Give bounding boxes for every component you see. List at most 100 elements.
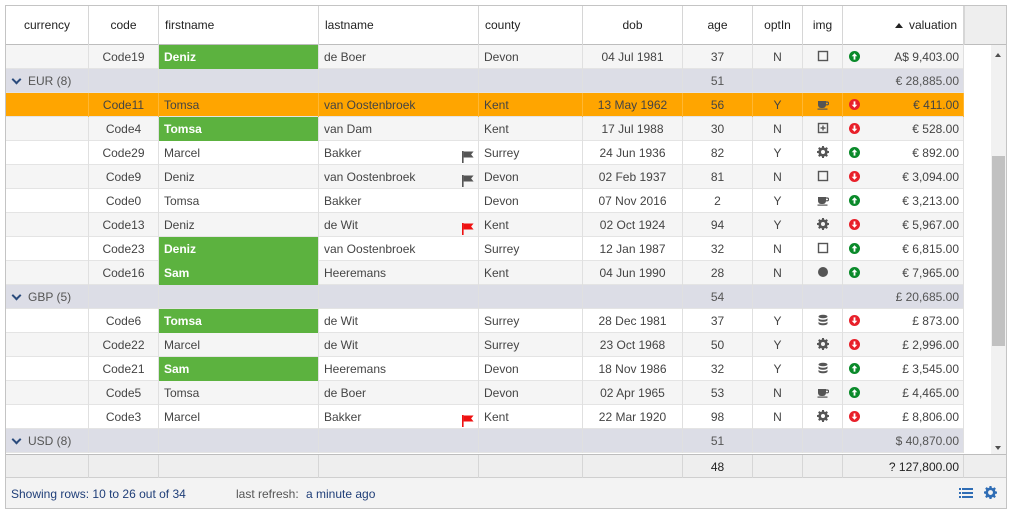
column-header-county[interactable]: county — [479, 6, 583, 45]
cell-code: Code23 — [89, 237, 159, 261]
column-header-firstname[interactable]: firstname — [159, 6, 319, 45]
column-header-row: currency code firstname lastname county dob ag… — [6, 6, 964, 45]
cell-img — [803, 309, 843, 333]
table-row[interactable]: Code21 Sam Heeremans Devon 18 Nov 1986 32 Y £ 3… — [6, 357, 964, 381]
cell-lastname: van Oostenbroek — [319, 237, 479, 261]
cell-age: 32 — [683, 357, 753, 381]
arrow-up-circle-icon — [849, 387, 860, 398]
cell-dob: 17 Jul 1988 — [583, 117, 683, 141]
group-cell-dob — [583, 69, 683, 93]
valuation-value: € 411.00 — [913, 98, 959, 112]
cell-valuation: £ 2,996.00 — [843, 333, 964, 357]
chevron-down-icon[interactable] — [11, 74, 22, 85]
cell-age: 53 — [683, 381, 753, 405]
table-row[interactable]: Code0 Tomsa Bakker Devon 07 Nov 2016 2 Y € 3,21… — [6, 189, 964, 213]
cell-dob: 12 Jan 1987 — [583, 237, 683, 261]
cell-valuation: € 6,815.00 — [843, 237, 964, 261]
group-cell-currency: EUR (8) — [6, 69, 89, 93]
cell-firstname: Sam — [159, 261, 319, 285]
lastname-text: de Wit — [324, 314, 359, 328]
cell-optIn: N — [753, 117, 803, 141]
cell-currency — [6, 165, 89, 189]
cell-img — [803, 189, 843, 213]
table-row[interactable]: Code16 Sam Heeremans Kent 04 Jun 1990 28 N € 7,… — [6, 261, 964, 285]
cell-currency — [6, 381, 89, 405]
group-label: GBP (5) — [28, 290, 72, 304]
column-header-optIn[interactable]: optIn — [753, 6, 803, 45]
cell-lastname: Heeremans — [319, 261, 479, 285]
cell-currency — [6, 117, 89, 141]
scroll-down-icon[interactable] — [995, 446, 1001, 450]
column-header-dob[interactable]: dob — [583, 6, 683, 45]
cell-optIn: Y — [753, 213, 803, 237]
cell-firstname: Marcel — [159, 333, 319, 357]
vertical-scrollbar[interactable] — [991, 45, 1006, 454]
group-row[interactable]: USD (8) 51 $ 40,870.00 — [6, 429, 964, 453]
column-header-age[interactable]: age — [683, 6, 753, 45]
column-header-code[interactable]: code — [89, 6, 159, 45]
cell-dob: 22 Mar 1920 — [583, 405, 683, 429]
group-row[interactable]: GBP (5) 54 £ 20,685.00 — [6, 285, 964, 309]
valuation-value: £ 4,465.00 — [902, 386, 959, 400]
cell-currency — [6, 333, 89, 357]
arrow-up-circle-icon — [849, 267, 860, 278]
cell-code: Code4 — [89, 117, 159, 141]
group-cell-firstname — [159, 69, 319, 93]
table-row[interactable]: Code22 Marcel de Wit Surrey 23 Oct 1968 50 Y £ … — [6, 333, 964, 357]
scrollbar-thumb[interactable] — [992, 156, 1005, 346]
cell-firstname: Deniz — [159, 213, 319, 237]
cell-img — [803, 45, 843, 69]
settings-gear-icon[interactable] — [984, 486, 998, 502]
cell-dob: 02 Oct 1924 — [583, 213, 683, 237]
table-row[interactable]: Code23 Deniz van Oostenbroek Surrey 12 Jan 1… — [6, 237, 964, 261]
table-row[interactable]: Code9 Deniz van Oostenbroek Devon 02 Feb 193… — [6, 165, 964, 189]
column-header-lastname[interactable]: lastname — [319, 6, 479, 45]
coffee-icon — [817, 382, 829, 405]
column-header-currency[interactable]: currency — [6, 6, 89, 45]
chevron-down-icon[interactable] — [11, 290, 22, 301]
cell-currency — [6, 93, 89, 117]
table-row[interactable]: Code5 Tomsa de Boer Devon 02 Apr 1965 53 N £ 4,… — [6, 381, 964, 405]
cell-optIn: N — [753, 261, 803, 285]
cell-firstname: Marcel — [159, 405, 319, 429]
group-row[interactable]: EUR (8) 51 € 28,885.00 — [6, 69, 964, 93]
table-row[interactable]: Code4 Tomsa van Dam Kent 17 Jul 1988 30 N € 528… — [6, 117, 964, 141]
chevron-down-icon[interactable] — [11, 434, 22, 445]
group-cell-code — [89, 285, 159, 309]
selected-table-row[interactable]: Code11 Tomsa van Oostenbroek Kent 13 May 196… — [6, 93, 964, 117]
cell-valuation: € 3,213.00 — [843, 189, 964, 213]
table-row[interactable]: Code13 Deniz de Wit Kent 02 Oct 1924 94 Y € 5,9… — [6, 213, 964, 237]
cell-valuation: A$ 9,403.00 — [843, 45, 964, 69]
cell-optIn: Y — [753, 141, 803, 165]
cell-firstname: Sam — [159, 357, 319, 381]
valuation-value: A$ 9,403.00 — [894, 50, 959, 64]
valuation-value: € 892.00 — [912, 146, 959, 160]
cell-age: 37 — [683, 309, 753, 333]
column-chooser-icon[interactable] — [959, 487, 973, 502]
table-row[interactable]: Code6 Tomsa de Wit Surrey 28 Dec 1981 37 Y £ 87… — [6, 309, 964, 333]
table-row[interactable]: Code3 Marcel Bakker Kent 22 Mar 1920 98 N £ 8,8… — [6, 405, 964, 429]
valuation-value: € 3,213.00 — [902, 194, 959, 208]
cell-optIn: Y — [753, 309, 803, 333]
cell-img — [803, 261, 843, 285]
gear-icon — [816, 406, 829, 429]
column-header-valuation[interactable]: valuation — [843, 6, 964, 45]
gear-icon — [816, 142, 829, 165]
table-row[interactable]: Code29 Marcel Bakker Surrey 24 Jun 1936 82 Y € … — [6, 141, 964, 165]
showing-rows-text: Showing rows: 10 to 26 out of 34 — [11, 487, 186, 501]
cell-lastname: van Oostenbroek — [319, 93, 479, 117]
scroll-up-icon[interactable] — [995, 53, 1001, 57]
column-header-label: code — [110, 18, 137, 32]
cell-code: Code3 — [89, 405, 159, 429]
cell-county: Devon — [479, 165, 583, 189]
column-header-img[interactable]: img — [803, 6, 843, 45]
cell-age: 50 — [683, 333, 753, 357]
lastname-text: van Oostenbroek — [324, 98, 416, 112]
group-cell-firstname — [159, 429, 319, 453]
arrow-down-circle-icon — [849, 411, 860, 422]
arrow-down-circle-icon — [849, 219, 860, 230]
square-icon — [817, 238, 829, 261]
cell-firstname: Tomsa — [159, 117, 319, 141]
table-row[interactable]: Code19 Deniz de Boer Devon 04 Jul 1981 37 N A$ … — [6, 45, 964, 69]
coffee-icon — [817, 94, 829, 117]
